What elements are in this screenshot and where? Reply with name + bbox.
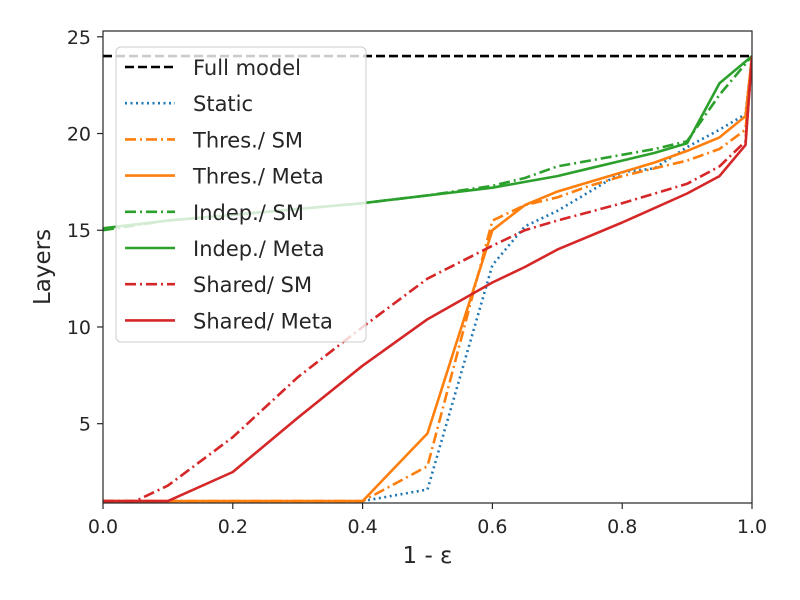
series-line-shared-meta <box>103 56 752 503</box>
legend-label: Indep./ SM <box>193 201 304 225</box>
legend-label: Shared/ Meta <box>193 309 333 333</box>
legend-entry: Indep./ SM <box>125 201 304 225</box>
y-axis: 5 10 15 20 25 <box>67 27 103 436</box>
x-tick-label: 0.0 <box>88 516 118 538</box>
legend-box <box>115 46 367 343</box>
legend-label: Indep./ Meta <box>193 237 325 261</box>
legend-label: Shared/ SM <box>193 273 312 297</box>
x-axis: 0.0 0.2 0.4 0.6 0.8 1.0 <box>88 503 767 538</box>
x-tick-label: 1.0 <box>737 516 767 538</box>
legend-label: Thres./ Meta <box>192 165 324 189</box>
x-tick-label: 0.2 <box>218 516 248 538</box>
legend-entry: Indep./ Meta <box>125 237 325 261</box>
series-line-thres-meta <box>103 55 752 503</box>
legend-entry: Shared/ SM <box>125 273 312 297</box>
y-axis-label: Layers <box>30 229 56 305</box>
y-tick-label: 10 <box>67 317 91 339</box>
x-tick-label: 0.8 <box>607 516 637 538</box>
y-tick-label: 5 <box>79 414 91 436</box>
y-tick-label: 25 <box>67 27 91 49</box>
legend-label: Static <box>193 92 253 116</box>
legend-entry: Static <box>125 92 253 116</box>
legend-label: Full model <box>193 56 301 80</box>
y-tick-label: 20 <box>67 124 91 146</box>
y-tick-label: 15 <box>67 220 91 242</box>
axes-frame <box>102 30 753 504</box>
legend-entry: Shared/ Meta <box>125 309 333 333</box>
legend-label: Thres./ SM <box>192 128 303 152</box>
x-axis-label: 1 - ε <box>403 543 453 569</box>
x-tick-label: 0.4 <box>347 516 377 538</box>
series-line-shared-sm <box>103 56 752 503</box>
legend: Full model Static Thres./ SM Thres./ Meta In… <box>115 46 367 343</box>
legend-entry: Thres./ SM <box>125 128 303 152</box>
x-tick-label: 0.6 <box>477 516 507 538</box>
legend-entry: Thres./ Meta <box>125 165 324 189</box>
legend-entry: Full model <box>125 56 301 80</box>
